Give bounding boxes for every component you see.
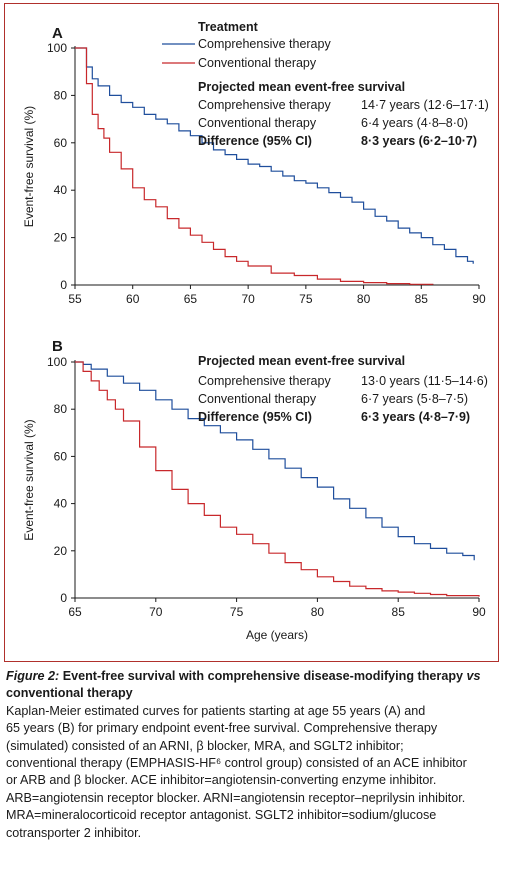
panel-a-x-tick-label: 85 (415, 292, 429, 306)
panel-a-label: A (52, 25, 63, 42)
panel-b-x-tick-label: 75 (230, 605, 244, 619)
panel-b-x-tick-label: 70 (149, 605, 163, 619)
panel-b-difference-value: 6·3 years (4·8–7·9) (361, 410, 470, 424)
figure-frame (4, 3, 499, 662)
figure-caption: Figure 2: Event-free survival with compr… (6, 668, 500, 842)
panel-a-projected-heading: Projected mean event-free survival (198, 80, 405, 94)
panel-b-x-tick-label: 90 (472, 605, 486, 619)
caption-line-5: or ARB and β blocker. ACE inhibitor=angi… (6, 773, 437, 788)
panel-a-x-tick-label: 65 (184, 292, 198, 306)
panel-b-projected-label-comprehensive: Comprehensive therapy (198, 374, 331, 388)
panel-a-y-tick-label: 60 (54, 136, 68, 150)
panel-a-x-tick-label: 70 (241, 292, 255, 306)
panel-a-series-comprehensive (75, 47, 474, 264)
figure-title-main: Event-free survival with comprehensive d… (62, 669, 467, 683)
panel-a-projected-label-comprehensive: Comprehensive therapy (198, 98, 331, 112)
panel-b-label: B (52, 338, 63, 355)
figure-title-prefix: Figure 2: (6, 669, 63, 683)
figure-title-end: conventional therapy (6, 686, 133, 701)
caption-line-4: conventional therapy (EMPHASIS-HF⁶ contr… (6, 756, 467, 771)
figure-charts: A 0 20 40 60 80 100 55 60 65 70 75 80 85 90 Event-free … (22, 20, 489, 642)
caption-line-3: (simulated) consisted of an ARNI, β bloc… (6, 738, 404, 753)
panel-b-projected-value-conventional: 6·7 years (5·8–7·5) (361, 392, 468, 406)
caption-line-1: Kaplan-Meier estimated curves for patien… (6, 703, 426, 718)
panel-b-x-tick-label: 85 (392, 605, 406, 619)
panel-a-difference-value: 8·3 years (6·2–10·7) (361, 134, 477, 148)
panel-b-y-tick-label: 0 (60, 591, 67, 605)
panel-b-projected-label-conventional: Conventional therapy (198, 392, 317, 406)
caption-line-7: MRA=mineralocorticoid receptor antagonis… (6, 808, 437, 823)
panel-b-x-tick-label: 80 (311, 605, 325, 619)
panel-a-y-axis-label: Event-free survival (%) (22, 106, 36, 227)
panel-a-legend-entry-conventional: Conventional therapy (198, 56, 317, 70)
panel-a-x-tick-label: 90 (472, 292, 486, 306)
caption-line-8: cotransporter 2 inhibitor. (6, 825, 142, 840)
panel-b-y-tick-label: 40 (54, 497, 68, 511)
panel-b-y-tick-label: 100 (47, 355, 67, 369)
panel-b-difference-label: Difference (95% CI) (198, 410, 312, 424)
caption-line-2: 65 years (B) for primary endpoint event-… (6, 721, 438, 736)
panel-a-x-tick-label: 55 (68, 292, 82, 306)
panel-b-x-tick-label: 65 (68, 605, 82, 619)
panel-a-y-tick-label: 0 (60, 278, 67, 292)
panel-b-projected-value-comprehensive: 13·0 years (11·5–14·6) (361, 374, 488, 388)
panel-a-x-tick-label: 80 (357, 292, 371, 306)
panel-a-x-tick-label: 75 (299, 292, 313, 306)
panel-b-series-conventional (75, 361, 480, 597)
panel-a-legend-title: Treatment (198, 20, 259, 34)
panel-a-y-tick-label: 20 (54, 231, 68, 245)
panel-a-y-tick-label: 40 (54, 183, 68, 197)
panel-a-projected-label-conventional: Conventional therapy (198, 116, 317, 130)
caption-line-6: ARB=angiotensin receptor blocker. ARNI=a… (6, 790, 466, 805)
figure-title-vs: vs (466, 669, 481, 683)
panel-a-y-tick-label: 100 (47, 41, 67, 55)
panel-a-series-conventional (75, 47, 434, 285)
panel-a-x-tick-label: 60 (126, 292, 140, 306)
panel-a-projected-value-conventional: 6·4 years (4·8–8·0) (361, 116, 468, 130)
panel-b-y-axis-label: Event-free survival (%) (22, 419, 36, 540)
panel-b-projected-heading: Projected mean event-free survival (198, 354, 405, 368)
panel-b-x-axis-label: Age (years) (246, 628, 308, 642)
panel-b-y-tick-label: 60 (54, 449, 68, 463)
panel-a-legend-entry-comprehensive: Comprehensive therapy (198, 37, 331, 51)
panel-b-y-tick-label: 80 (54, 402, 68, 416)
panel-a-difference-label: Difference (95% CI) (198, 134, 312, 148)
panel-b-y-tick-label: 20 (54, 544, 68, 558)
panel-b-series-comprehensive (75, 361, 475, 561)
panel-a-y-tick-label: 80 (54, 88, 68, 102)
figure-title: Figure 2: Event-free survival with compr… (6, 668, 500, 703)
panel-a-projected-value-comprehensive: 14·7 years (12·6–17·1) (361, 98, 489, 112)
